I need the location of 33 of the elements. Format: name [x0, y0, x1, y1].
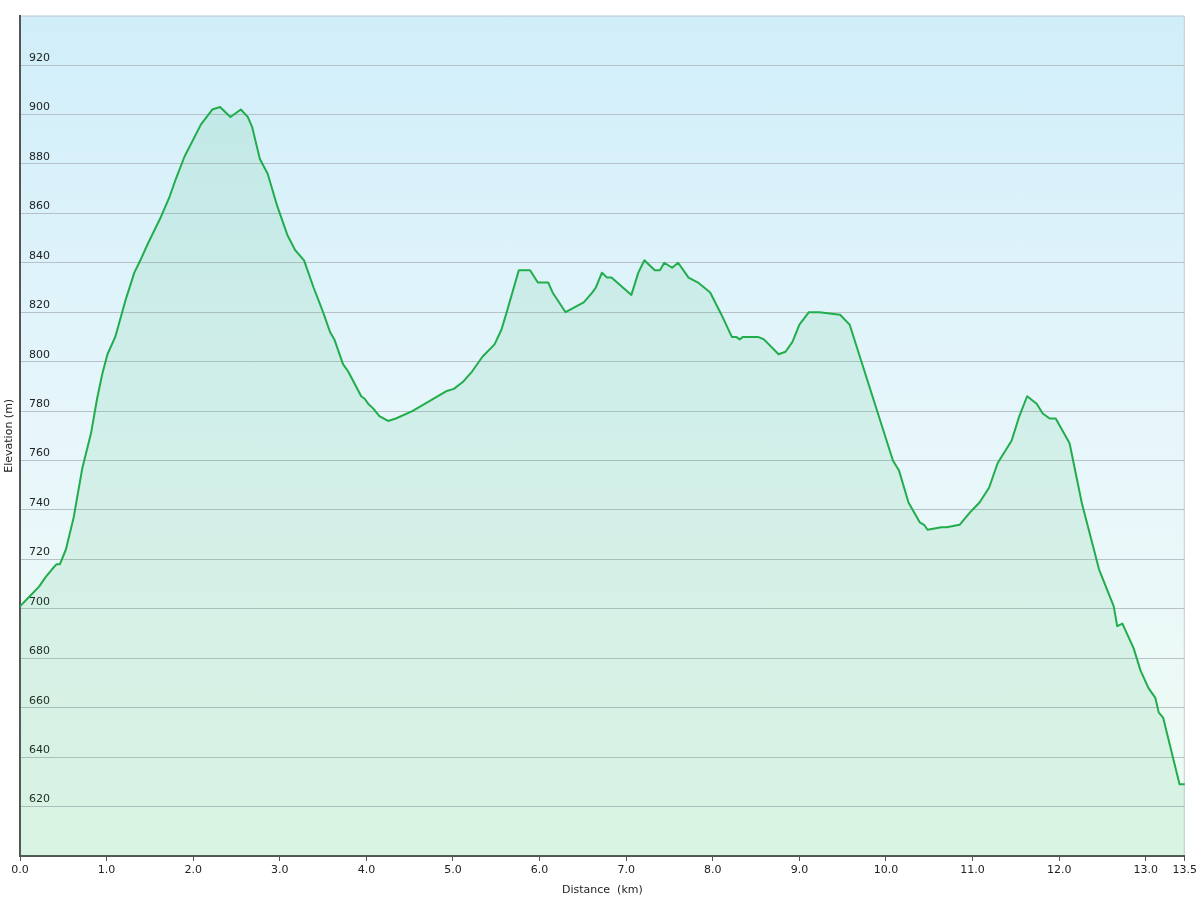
y-tick-label: 660 — [29, 693, 50, 707]
x-tick-label: 6.0 — [530, 863, 549, 877]
y-tick-label: 880 — [29, 149, 50, 163]
y-tick-label: 640 — [29, 742, 50, 756]
x-tick-label: 10.0 — [873, 863, 899, 877]
x-tick-label: 8.0 — [704, 863, 722, 877]
x-tick-label: 1.0 — [97, 863, 116, 877]
y-tick-label: 780 — [29, 396, 50, 410]
x-tick-label: 4.0 — [357, 863, 376, 877]
x-tick-label: 0.0 — [11, 863, 29, 877]
x-tick-label: 7.0 — [617, 863, 635, 877]
x-tick-label: 13.5 — [1172, 863, 1197, 877]
x-tick-label: 9.0 — [790, 863, 809, 877]
y-tick-label: 900 — [29, 100, 50, 114]
x-tick-label: 12.0 — [1046, 863, 1072, 877]
x-axis-title: Distance (km) — [561, 883, 643, 897]
x-tick-label: 3.0 — [271, 863, 289, 877]
y-tick-label: 700 — [29, 594, 50, 608]
x-tick-label: 13.0 — [1133, 863, 1159, 877]
x-tick-label: 5.0 — [444, 863, 462, 877]
y-tick-label: 680 — [29, 644, 50, 658]
y-tick-label: 760 — [29, 446, 50, 460]
y-tick-label: 920 — [29, 50, 50, 64]
y-tick-label: 800 — [29, 347, 50, 361]
y-axis-title: Elevation (m) — [2, 398, 16, 473]
x-tick-label: 11.0 — [960, 863, 985, 877]
y-tick-label: 820 — [29, 298, 50, 312]
y-tick-label: 720 — [29, 545, 50, 559]
y-tick-label: 860 — [29, 199, 50, 213]
y-tick-label: 740 — [29, 495, 50, 509]
x-tick-label: 2.0 — [184, 863, 202, 877]
y-tick-label: 840 — [29, 248, 50, 262]
y-tick-label: 620 — [29, 792, 50, 806]
